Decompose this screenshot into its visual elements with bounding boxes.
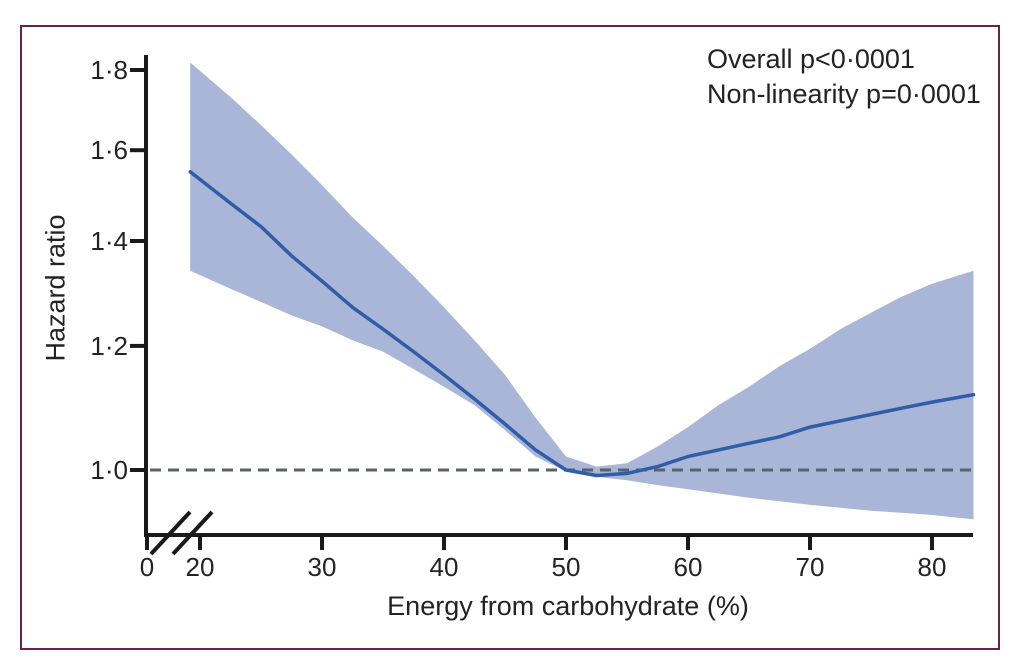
hazard-ratio-curve [188,170,976,478]
x-tick-label: 80 [918,552,947,582]
confidence-band [190,62,974,520]
x-tick-label: 40 [430,552,459,582]
y-axis-title: Hazard ratio [40,214,71,362]
x-tick-label: 50 [552,552,581,582]
x-tick-label: 60 [674,552,703,582]
p-value-annotations: Overall p<0·0001 Non-linearity p=0·0001 [707,42,981,112]
y-tick-label: 1·8 [90,55,128,85]
y-tick-label: 1·2 [90,331,128,361]
y-tick-label: 1·4 [90,226,128,256]
x-tick-label: 0 [140,552,154,582]
y-tick-label: 1·0 [90,455,128,485]
x-tick-label: 20 [186,552,215,582]
y-tick-label: 1·6 [90,135,128,165]
x-tick-label: 30 [308,552,337,582]
axis-break-icon [149,510,192,556]
x-tick-label: 70 [796,552,825,582]
nonlinearity-p-value: Non-linearity p=0·0001 [707,79,981,109]
overall-p-value: Overall p<0·0001 [707,44,915,74]
axis-break-icon [171,510,214,556]
x-axis-title: Energy from carbohydrate (%) [387,591,749,621]
